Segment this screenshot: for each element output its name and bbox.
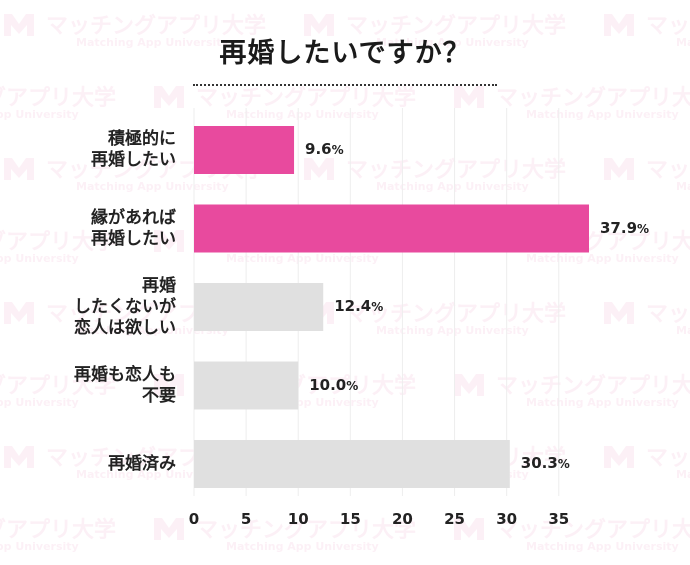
category-label: 縁があれば 再婚したい bbox=[91, 207, 176, 249]
bar bbox=[194, 361, 299, 410]
x-tick-label: 10 bbox=[288, 510, 309, 528]
x-tick-label: 0 bbox=[189, 510, 199, 528]
bar-value-label: 30.3% bbox=[521, 454, 570, 472]
x-tick-label: 35 bbox=[548, 510, 569, 528]
bar-value-unit: % bbox=[557, 457, 570, 471]
bar bbox=[194, 283, 324, 331]
bar-value-number: 12.4 bbox=[334, 297, 372, 315]
category-label: 積極的に 再婚したい bbox=[91, 129, 176, 170]
bar-value-label: 9.6% bbox=[305, 140, 344, 158]
x-tick-label: 30 bbox=[496, 510, 517, 528]
bar-value-unit: % bbox=[331, 143, 344, 157]
bar bbox=[194, 204, 589, 253]
x-tick-label: 25 bbox=[444, 510, 465, 528]
bar bbox=[194, 440, 510, 488]
bar-value-number: 30.3 bbox=[520, 454, 558, 472]
bar-value-label: 37.9% bbox=[600, 219, 649, 237]
bar-value-label: 10.0% bbox=[309, 376, 358, 394]
x-tick-label: 15 bbox=[340, 510, 361, 528]
bar-value-label: 12.4% bbox=[334, 297, 383, 315]
x-tick-label: 20 bbox=[392, 510, 413, 528]
bar-value-unit: % bbox=[637, 221, 650, 236]
bar-value-number: 10.0 bbox=[309, 375, 347, 394]
category-label: 再婚 したくないが 恋人は欲しい bbox=[74, 275, 176, 338]
title-divider bbox=[193, 84, 497, 86]
bar-value-unit: % bbox=[346, 378, 359, 393]
category-label: 再婚も恋人も 不要 bbox=[74, 364, 176, 406]
category-label: 再婚済み bbox=[108, 453, 176, 474]
page-title: 再婚したいですか？ bbox=[219, 38, 471, 69]
bar bbox=[194, 126, 295, 174]
bar-value-unit: % bbox=[371, 300, 384, 314]
x-tick-label: 5 bbox=[241, 510, 251, 528]
bar-value-number: 37.9 bbox=[600, 218, 638, 237]
bar-value-number: 9.6 bbox=[305, 140, 332, 158]
